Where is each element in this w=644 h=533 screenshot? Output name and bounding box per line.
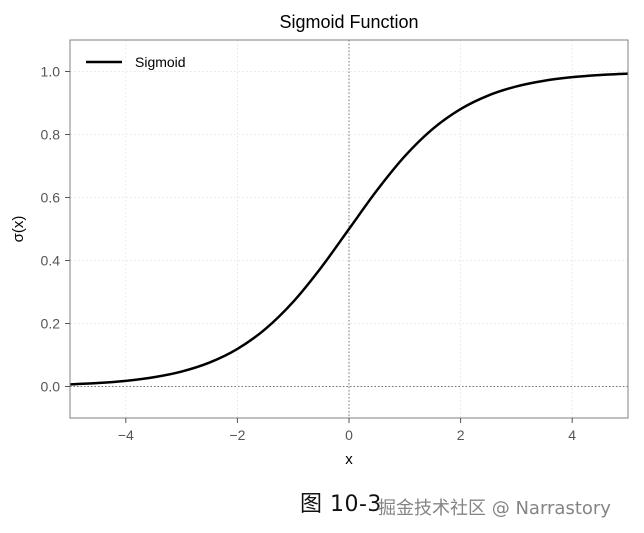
ticks: −4 −2 0 2 4 0.0 0.2 0.4 0.6 0.8 1.0 — [41, 64, 577, 444]
y-tick-label: 0.6 — [41, 190, 61, 206]
chart-title: Sigmoid Function — [279, 12, 418, 32]
series-line-sigmoid — [69, 72, 629, 386]
legend-label-sigmoid: Sigmoid — [135, 54, 186, 70]
y-tick-label: 0.4 — [41, 253, 61, 269]
y-tick-label: 0.0 — [41, 379, 61, 395]
x-tick-label: 0 — [345, 427, 353, 443]
x-tick-label: −2 — [229, 427, 245, 443]
y-axis-label: σ(x) — [10, 216, 27, 243]
x-tick-label: 2 — [457, 427, 465, 443]
y-tick-label: 1.0 — [41, 64, 61, 80]
legend: Sigmoid — [86, 54, 186, 70]
x-axis-label: x — [345, 451, 353, 468]
y-tick-label: 0.8 — [41, 127, 61, 143]
x-tick-label: −4 — [118, 427, 134, 443]
x-tick-label: 4 — [568, 427, 576, 443]
y-tick-label: 0.2 — [41, 316, 61, 332]
series-layer — [69, 72, 629, 386]
figure-caption: 图 10-3 — [300, 492, 382, 517]
watermark: 掘金技术社区 @ Narrastory — [378, 498, 611, 519]
